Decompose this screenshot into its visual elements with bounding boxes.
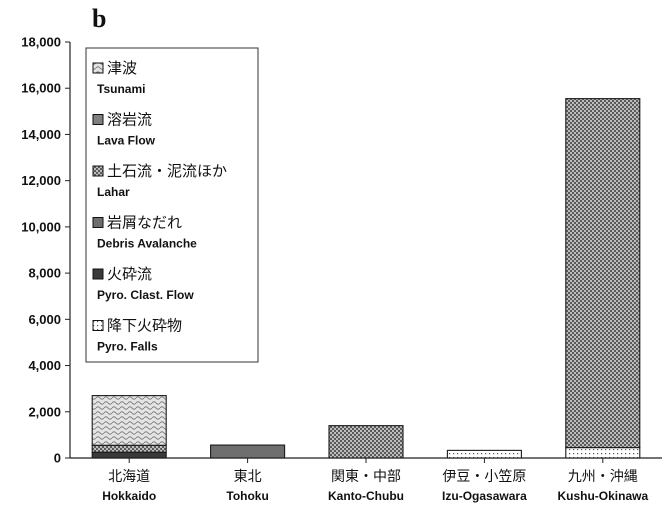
y-tick-label: 18,000 <box>21 35 61 50</box>
x-tick-label-en: Hokkaido <box>102 489 156 503</box>
bar-segment-lahar <box>91 444 167 453</box>
x-tick-label-jp: 東北 <box>234 468 262 484</box>
x-tick-label-jp: 北海道 <box>108 468 150 484</box>
legend-swatch-tsunami <box>92 62 104 74</box>
legend-label-jp: 溶岩流 <box>107 112 152 129</box>
legend: 津波 Tsunami 溶岩流 Lava Flow 土石流・泥流ほか Lahar 岩屑なだれ D… <box>85 47 259 363</box>
legend-label-en: Pyro. Falls <box>97 340 158 354</box>
x-tick-label-jp: 九州・沖縄 <box>568 468 638 484</box>
x-tick-label-en: Izu-Ogasawara <box>442 489 527 503</box>
x-tick-label-jp: 伊豆・小笠原 <box>442 468 526 484</box>
y-tick-label: 14,000 <box>21 127 61 142</box>
y-tick-label: 6,000 <box>28 312 61 327</box>
y-tick-label: 10,000 <box>21 219 61 234</box>
x-tick-label-en: Kushu-Okinawa <box>557 489 648 503</box>
axes: 0 2,000 4,000 6,000 8,000 10,000 12,000 14,000 1… <box>21 35 662 503</box>
legend-swatch-lahar <box>92 165 104 177</box>
y-tick-label: 8,000 <box>28 266 61 281</box>
y-tick-label: 0 <box>54 451 61 466</box>
y-tick-label: 4,000 <box>28 358 61 373</box>
bar-segment-pyro_falls <box>565 447 641 459</box>
y-tick-label: 2,000 <box>28 404 61 419</box>
legend-label-jp: 津波 <box>107 60 137 77</box>
legend-label-en: Lava Flow <box>97 134 156 148</box>
bar-segment-pyro_flow <box>91 451 167 459</box>
legend-label-jp: 降下火砕物 <box>107 318 182 335</box>
y-tick-label: 12,000 <box>21 173 61 188</box>
legend-label-jp: 土石流・泥流ほか <box>107 163 227 180</box>
bar-segment-lahar <box>565 98 641 449</box>
bars <box>91 98 641 459</box>
x-tick-label-en: Kanto-Chubu <box>328 489 404 503</box>
bar-segment-tsunami <box>91 395 167 446</box>
bar-segment-debris <box>210 444 286 459</box>
legend-swatch-pyro_flow <box>92 268 104 280</box>
x-tick-label-en: Tohoku <box>226 489 268 503</box>
legend-swatch-lava <box>92 114 104 125</box>
y-tick-label: 16,000 <box>21 81 61 96</box>
legend-label-en: Tsunami <box>97 82 145 96</box>
bar-segment-lahar <box>328 425 404 459</box>
legend-swatch-debris <box>92 217 104 228</box>
panel-label: b <box>92 4 107 33</box>
legend-label-jp: 岩屑なだれ <box>107 215 182 232</box>
x-tick-label-jp: 関東・中部 <box>331 468 401 484</box>
bar-segment-pyro_falls <box>446 449 522 459</box>
legend-label-en: Lahar <box>97 185 130 199</box>
legend-label-en: Pyro. Clast. Flow <box>97 288 194 302</box>
legend-box <box>85 47 259 363</box>
legend-label-jp: 火砕流 <box>107 266 152 283</box>
legend-label-en: Debris Avalanche <box>97 237 197 251</box>
legend-swatch-pyro_falls <box>92 320 104 331</box>
